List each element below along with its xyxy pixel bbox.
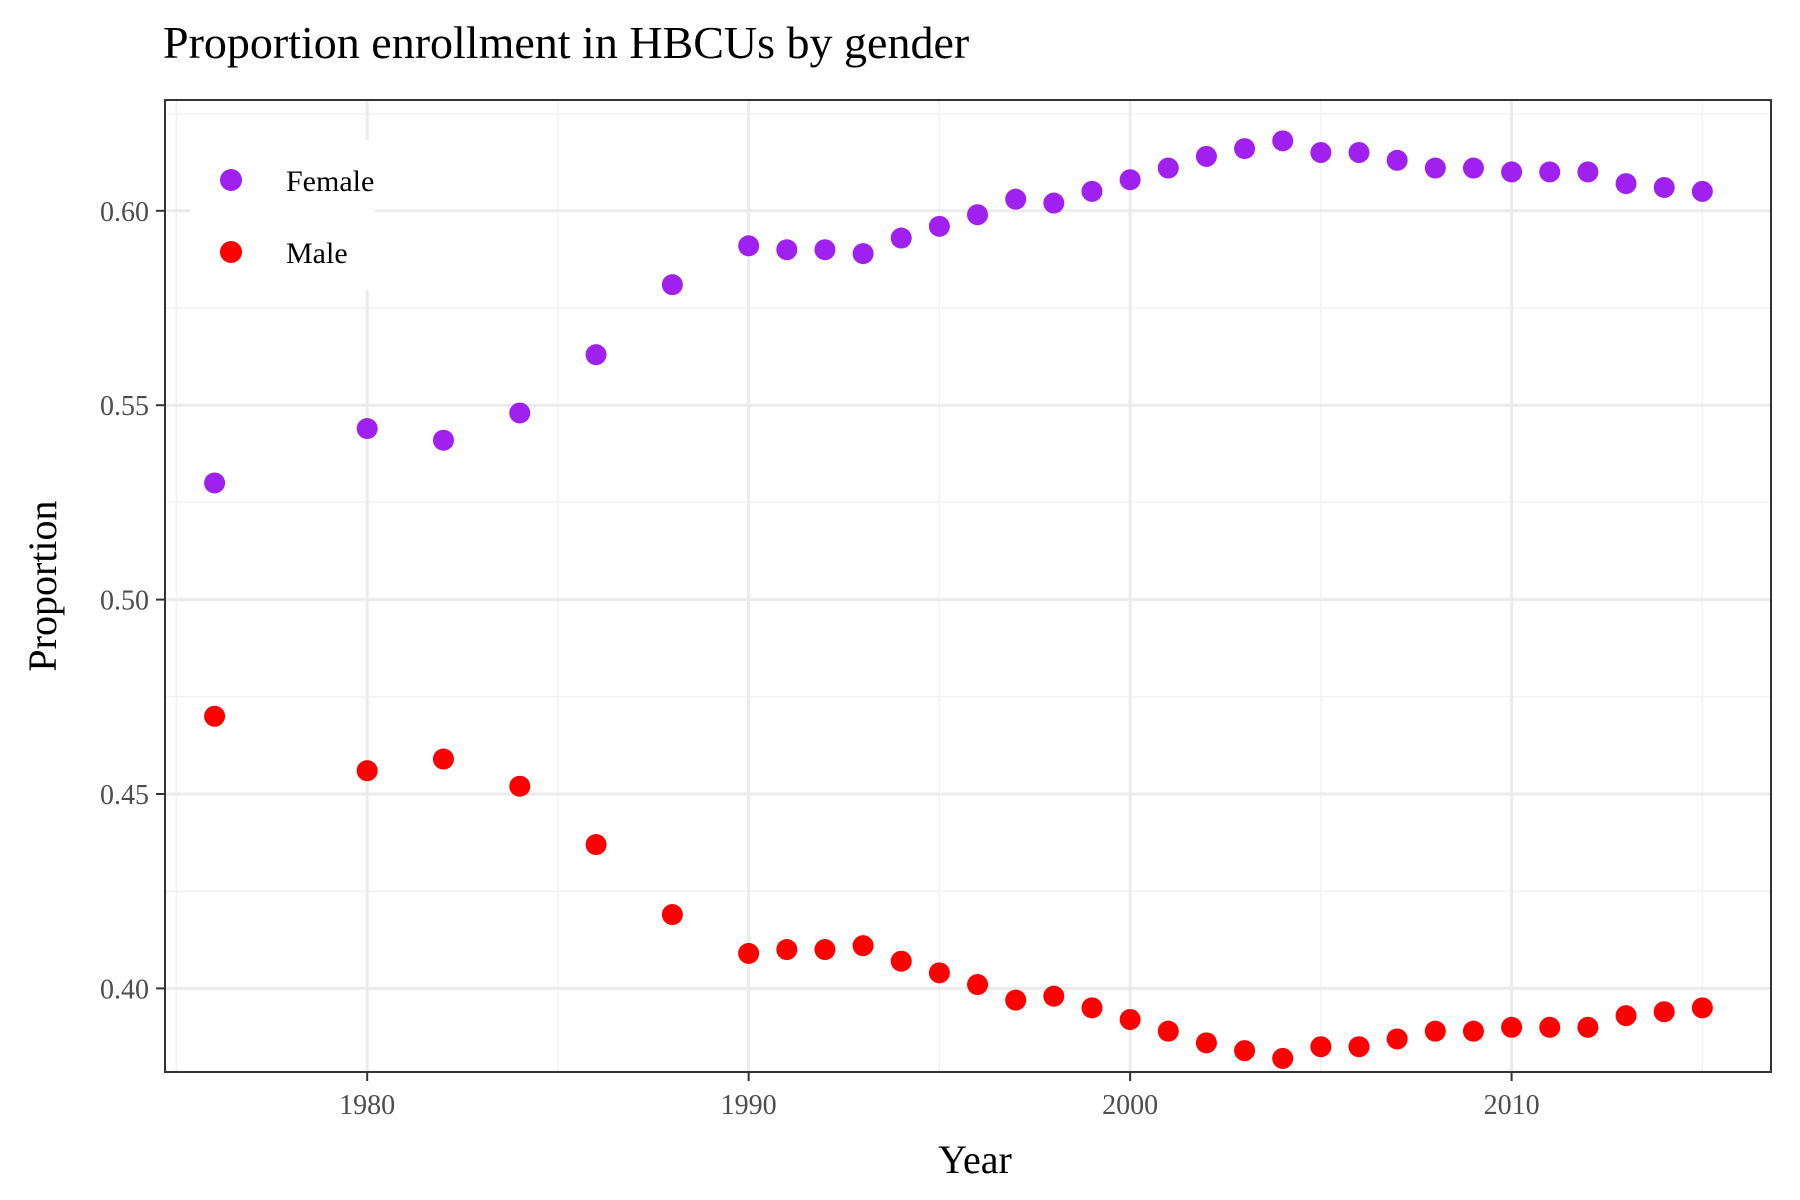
x-tick-label: 2000 (1102, 1090, 1158, 1121)
data-point-female (204, 472, 226, 494)
data-point-female (1653, 176, 1675, 198)
legend-background (190, 140, 375, 290)
data-point-male (1501, 1016, 1523, 1038)
data-point-female (356, 418, 378, 440)
y-axis-title: Proportion (20, 500, 65, 671)
data-point-male (356, 760, 378, 782)
data-point-male (890, 950, 912, 972)
data-point-male (776, 939, 798, 961)
axis-ticks (156, 209, 1513, 1081)
data-point-male (928, 962, 950, 984)
legend-label-male: Male (286, 237, 348, 270)
legend-label-female: Female (286, 165, 374, 198)
data-point-female (1462, 157, 1484, 179)
data-point-male (1272, 1047, 1294, 1069)
grid-major (165, 100, 1771, 1072)
y-tick-label: 0.40 (100, 974, 149, 1005)
data-point-male (1119, 1009, 1141, 1031)
data-point-female (1691, 180, 1713, 202)
data-point-female (1081, 180, 1103, 202)
data-point-female (852, 243, 874, 265)
legend: Female Male (190, 140, 375, 290)
data-point-female (738, 235, 760, 257)
x-axis-title: Year (938, 1137, 1012, 1182)
data-point-male (1348, 1036, 1370, 1058)
data-point-male (1234, 1040, 1256, 1062)
data-point-male (509, 775, 531, 797)
data-point-female (1272, 130, 1294, 152)
y-tick-label: 0.60 (100, 197, 149, 228)
data-point-male (1043, 985, 1065, 1007)
data-point-female (1615, 173, 1637, 195)
data-point-female (1424, 157, 1446, 179)
legend-key-male (220, 241, 242, 263)
data-point-female (1386, 149, 1408, 171)
data-point-male (1195, 1032, 1217, 1054)
data-point-female (1348, 141, 1370, 163)
data-point-male (967, 974, 989, 996)
data-point-female (1195, 145, 1217, 167)
data-point-male (852, 935, 874, 957)
data-point-male (1615, 1005, 1637, 1027)
data-point-female (814, 239, 836, 261)
data-point-male (432, 748, 454, 770)
data-point-female (1501, 161, 1523, 183)
legend-key-female (220, 169, 242, 191)
data-point-female (432, 429, 454, 451)
x-tick-label: 1990 (721, 1090, 777, 1121)
data-point-female (1310, 141, 1332, 163)
y-tick-label: 0.45 (100, 780, 149, 811)
chart-title: Proportion enrollment in HBCUs by gender (163, 17, 969, 68)
data-point-female (1043, 192, 1065, 214)
data-point-male (661, 904, 683, 926)
data-point-male (1386, 1028, 1408, 1050)
data-point-female (661, 274, 683, 296)
data-point-female (1234, 138, 1256, 160)
data-point-male (1653, 1001, 1675, 1023)
data-point-male (738, 942, 760, 964)
y-tick-labels: 0.40 0.45 0.50 0.55 0.60 (100, 197, 149, 1006)
data-point-male (1462, 1020, 1484, 1042)
data-point-male (1081, 997, 1103, 1019)
data-point-male (1691, 997, 1713, 1019)
x-tick-labels: 1980 1990 2000 2010 (339, 1090, 1539, 1121)
data-point-female (1119, 169, 1141, 191)
data-point-male (204, 705, 226, 727)
x-tick-label: 1980 (339, 1090, 395, 1121)
data-point-male (585, 834, 607, 856)
y-tick-label: 0.55 (100, 391, 149, 422)
data-point-male (1310, 1036, 1332, 1058)
data-point-male (1157, 1020, 1179, 1042)
data-point-male (1005, 989, 1027, 1011)
data-point-female (1577, 161, 1599, 183)
grid-minor (165, 100, 1771, 1072)
data-point-female (585, 344, 607, 366)
data-point-female (509, 402, 531, 424)
data-point-female (1005, 188, 1027, 210)
data-point-male (1539, 1016, 1561, 1038)
data-point-female (967, 204, 989, 226)
x-tick-label: 2010 (1484, 1090, 1540, 1121)
data-points (204, 130, 1713, 1069)
data-point-female (776, 239, 798, 261)
data-point-female (928, 215, 950, 237)
data-point-female (1157, 157, 1179, 179)
data-point-female (890, 227, 912, 249)
data-point-male (1577, 1016, 1599, 1038)
data-point-male (1424, 1020, 1446, 1042)
plot-panel-border (164, 99, 1772, 1073)
data-point-female (1539, 161, 1561, 183)
y-tick-label: 0.50 (100, 586, 149, 617)
data-point-male (814, 939, 836, 961)
